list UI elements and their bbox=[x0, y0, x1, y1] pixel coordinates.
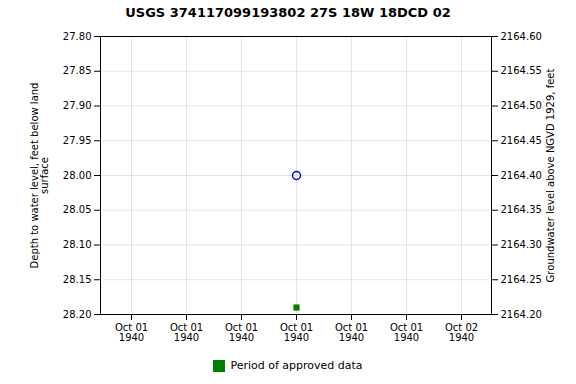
svg-text:2164.20: 2164.20 bbox=[501, 309, 542, 320]
svg-text:27.90: 27.90 bbox=[63, 100, 92, 111]
svg-text:2164.35: 2164.35 bbox=[501, 204, 542, 215]
svg-text:Oct 011940: Oct 011940 bbox=[390, 322, 423, 343]
html-text:Period of approved data: Period of approved data bbox=[230, 358, 363, 372]
svg-text:28.05: 28.05 bbox=[63, 204, 92, 215]
svg-text:27.80: 27.80 bbox=[63, 31, 92, 42]
svg-text:Oct 021940: Oct 021940 bbox=[445, 322, 478, 343]
svg-text:2164.40: 2164.40 bbox=[501, 170, 542, 181]
svg-text:2164.45: 2164.45 bbox=[501, 135, 542, 146]
svg-text:28.00: 28.00 bbox=[63, 170, 92, 181]
svg-text:2164.25: 2164.25 bbox=[501, 274, 542, 285]
svg-text:28.20: 28.20 bbox=[63, 309, 92, 320]
svg-text:27.95: 27.95 bbox=[63, 135, 92, 146]
svg-text:Oct 011940: Oct 011940 bbox=[225, 322, 258, 343]
svg-text:28.10: 28.10 bbox=[63, 239, 92, 250]
svg-text:Groundwater level above NGVD 1: Groundwater level above NGVD 1929, feet bbox=[545, 69, 556, 283]
svg-text:Oct 011940: Oct 011940 bbox=[170, 322, 203, 343]
svg-text:2164.30: 2164.30 bbox=[501, 239, 542, 250]
svg-text:2164.55: 2164.55 bbox=[501, 65, 542, 76]
svg-text:2164.50: 2164.50 bbox=[501, 100, 542, 111]
svg-text:Oct 011940: Oct 011940 bbox=[335, 322, 368, 343]
html-text:USGS 374117099193802 27S 18W 1: USGS 374117099193802 27S 18W 18DCD 02 bbox=[125, 5, 451, 20]
svg-text:Oct 011940: Oct 011940 bbox=[280, 322, 313, 343]
svg-text:2164.60: 2164.60 bbox=[501, 31, 542, 42]
svg-text:28.15: 28.15 bbox=[63, 274, 92, 285]
svg-text:27.85: 27.85 bbox=[63, 65, 92, 76]
svg-text:Depth to water level, feet bel: Depth to water level, feet below landsur… bbox=[29, 83, 50, 269]
svg-text:Oct 011940: Oct 011940 bbox=[115, 322, 148, 343]
